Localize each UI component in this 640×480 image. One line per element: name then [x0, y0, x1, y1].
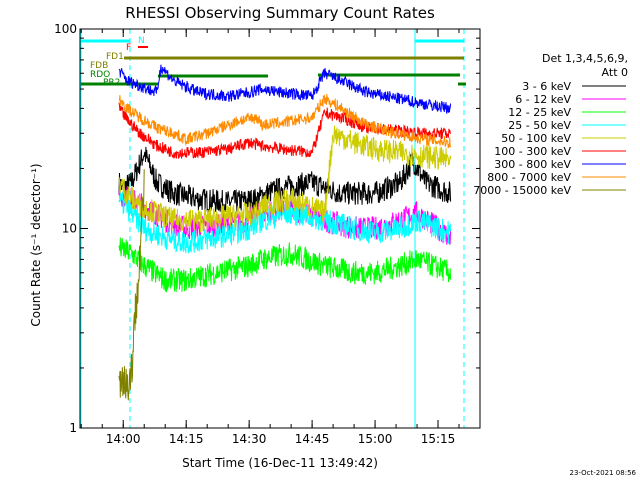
x-tick-label: 14:00	[106, 432, 141, 446]
series-line-3	[118, 191, 452, 254]
x-tick-label: 15:00	[358, 432, 393, 446]
legend-label-0: 3 - 6 keV	[522, 80, 571, 93]
overlay-flags-layer: NFFD1FDBRDOPR2	[81, 36, 466, 88]
legend-label-1: 6 - 12 keV	[515, 93, 571, 106]
x-tick-label: 15:15	[421, 432, 456, 446]
series-line-6	[118, 64, 452, 114]
series-2	[118, 237, 452, 293]
flag-label-rdo: RDO	[90, 70, 110, 80]
flag-label-fd1: FD1	[106, 52, 124, 62]
x-tick-label: 14:30	[232, 432, 267, 446]
legend-label-4: 50 - 100 keV	[501, 132, 571, 145]
series-5	[118, 102, 452, 160]
legend-label-6: 300 - 800 keV	[494, 158, 571, 171]
y-axis-label: Count Rate (s⁻¹ detector⁻¹)	[29, 163, 43, 326]
legend-title-line-2: Att 0	[602, 66, 628, 79]
flag-label-fdb: FDB	[90, 61, 108, 71]
series-0	[118, 146, 452, 215]
series-line-4	[118, 125, 452, 234]
flag-label-n: N	[138, 36, 145, 46]
series-line-8	[118, 169, 145, 401]
y-tick-label: 1	[69, 421, 77, 435]
x-tick-label: 14:45	[295, 432, 330, 446]
legend-label-3: 25 - 50 keV	[508, 119, 571, 132]
legend-title-line-1: Det 1,3,4,5,6,9,	[542, 52, 628, 65]
series-line-7	[118, 93, 452, 149]
chart-title: RHESSI Observing Summary Count Rates	[125, 4, 435, 22]
x-axis-label: Start Time (16-Dec-11 13:49:42)	[182, 456, 378, 470]
series-line-2	[118, 237, 452, 293]
axes-layer: 1 10 100 14:00 14:15 14:30 14:45 15:00 15:15	[54, 22, 481, 446]
legend-label-5: 100 - 300 keV	[494, 145, 571, 158]
footer-timestamp: 23-Oct-2021 08:56	[570, 469, 637, 477]
flag-label-f: F	[126, 43, 131, 53]
series-6	[118, 64, 452, 114]
series-3	[118, 191, 452, 254]
series-4	[118, 125, 452, 234]
y-tick-label: 10	[62, 222, 77, 236]
series-line-5	[118, 102, 452, 160]
x-tick-label: 14:15	[169, 432, 204, 446]
legend-label-8: 7000 - 15000 keV	[473, 184, 571, 197]
series-8	[118, 169, 145, 401]
series-line-0	[118, 146, 452, 215]
legend-label-7: 800 - 7000 keV	[487, 171, 571, 184]
legend-label-2: 12 - 25 keV	[508, 106, 571, 119]
y-tick-label: 100	[54, 22, 77, 36]
series-layer	[118, 64, 452, 401]
series-7	[118, 93, 452, 149]
